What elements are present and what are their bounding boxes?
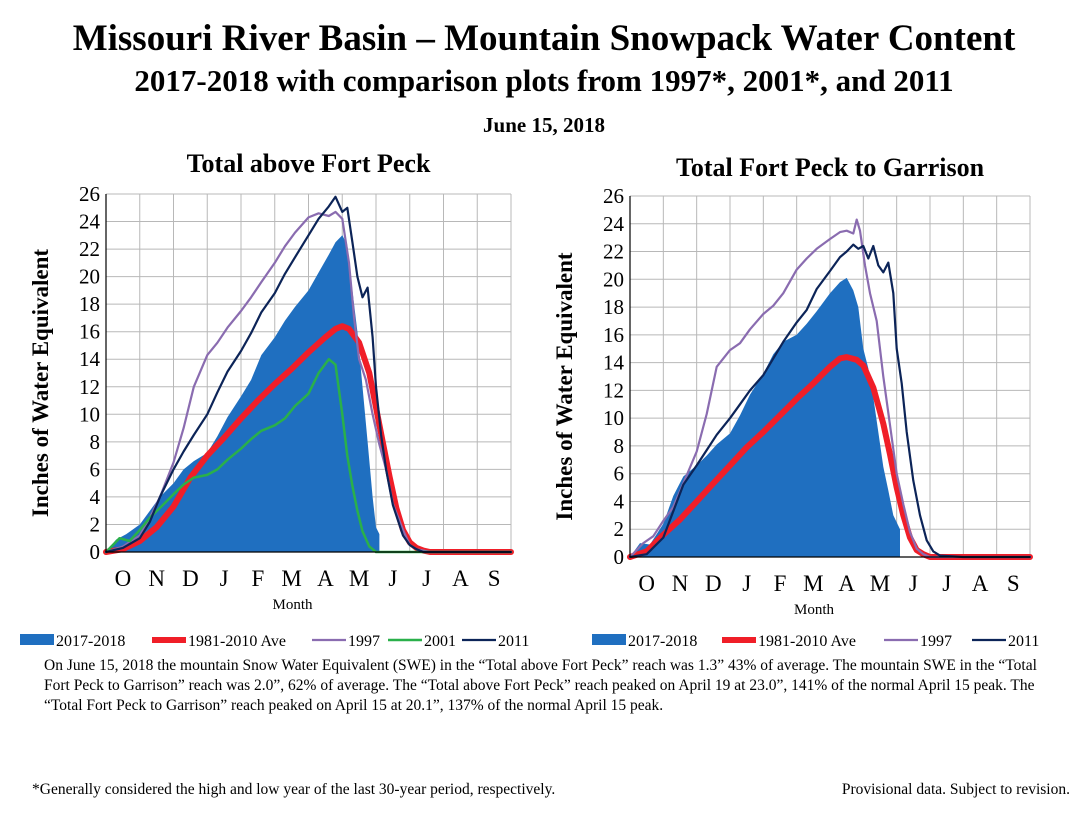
y-tick-label: 22: [79, 237, 100, 261]
y-tick-label: 26: [79, 182, 100, 206]
x-tick-label: J: [422, 566, 431, 591]
y-tick-label: 8: [614, 434, 625, 458]
x-tick-label: M: [349, 566, 369, 591]
y-tick-label: 4: [90, 485, 101, 509]
legend-label: 2011: [1008, 633, 1039, 650]
y-tick-label: 6: [90, 457, 101, 481]
provisional-note: Provisional data. Subject to revision.: [841, 781, 1070, 798]
x-tick-label: J: [742, 571, 751, 596]
y-tick-label: 0: [90, 540, 101, 564]
x-tick-label: D: [182, 566, 199, 591]
y-tick-label: 16: [79, 320, 100, 344]
summary-text: On June 15, 2018 the mountain Snow Water…: [44, 657, 1037, 714]
x-tick-label: M: [281, 566, 301, 591]
x-tick-label: S: [1007, 571, 1020, 596]
main-subtitle: 2017-2018 with comparison plots from 199…: [134, 63, 954, 98]
y-tick-label: 18: [603, 295, 624, 319]
y-tick-label: 10: [603, 406, 624, 430]
chart-title: Total Fort Peck to Garrison: [676, 153, 985, 182]
x-tick-label: A: [972, 571, 989, 596]
x-tick-label: A: [452, 566, 469, 591]
x-tick-label: O: [638, 571, 655, 596]
footnote: *Generally considered the high and low y…: [32, 781, 556, 798]
x-axis-title: Month: [272, 597, 313, 613]
legend-label: 2017-2018: [628, 633, 697, 650]
x-tick-label: S: [488, 566, 501, 591]
legend-label: 1981-2010 Ave: [758, 633, 856, 650]
series-1997-line: [104, 210, 513, 554]
x-tick-label: F: [251, 566, 264, 591]
x-tick-label: N: [148, 566, 165, 591]
y-tick-label: 6: [614, 462, 625, 486]
y-tick-label: 10: [79, 402, 100, 426]
chart-1: Total above Fort Peck0246810121416182022…: [20, 149, 529, 650]
y-tick-label: 22: [603, 240, 624, 264]
x-tick-label: A: [838, 571, 855, 596]
x-tick-label: M: [803, 571, 823, 596]
x-tick-label: J: [388, 566, 397, 591]
legend-label: 2011: [498, 633, 529, 650]
series-2017-2018-area: [106, 235, 380, 553]
x-tick-label: D: [705, 571, 722, 596]
x-tick-label: J: [220, 566, 229, 591]
y-tick-label: 14: [603, 351, 625, 375]
y-tick-label: 20: [79, 265, 100, 289]
legend: 2017-2018 1981-2010 Ave 1997 2001 2011: [20, 633, 529, 650]
legend-label: 1997: [920, 633, 952, 650]
chart-title: Total above Fort Peck: [187, 149, 431, 178]
y-tick-label: 24: [79, 210, 101, 234]
y-tick-label: 4: [614, 489, 625, 513]
x-tick-label: J: [942, 571, 951, 596]
y-tick-label: 12: [79, 375, 100, 399]
y-tick-label: 24: [603, 212, 625, 236]
y-tick-label: 16: [603, 323, 624, 347]
series-2011-line: [628, 243, 1032, 559]
legend-label: 2017-2018: [56, 633, 125, 650]
x-tick-label: F: [774, 571, 787, 596]
x-axis-title: Month: [794, 602, 835, 618]
y-axis-title: Inches of Water Equivalent: [28, 249, 53, 517]
series-2011-line: [104, 195, 513, 554]
legend-label: 1997: [348, 633, 380, 650]
y-axis-title: Inches of Water Equivalent: [552, 252, 577, 520]
report-date: June 15, 2018: [483, 113, 605, 137]
y-tick-label: 18: [79, 292, 100, 316]
chart-2: Total Fort Peck to Garrison0246810121416…: [552, 153, 1039, 650]
y-tick-label: 2: [90, 512, 101, 536]
main-title: Missouri River Basin – Mountain Snowpack…: [72, 18, 1016, 59]
legend-label: 1981-2010 Ave: [188, 633, 286, 650]
x-tick-label: M: [870, 571, 890, 596]
series-2001-line: [104, 357, 513, 554]
x-tick-label: A: [317, 566, 334, 591]
y-tick-label: 12: [603, 378, 624, 402]
legend: 2017-2018 1981-2010 Ave 1997 2011: [592, 633, 1039, 650]
x-tick-label: O: [115, 566, 132, 591]
legend-swatch: [592, 634, 626, 645]
y-tick-label: 14: [79, 347, 101, 371]
y-tick-label: 20: [603, 267, 624, 291]
y-tick-label: 26: [603, 184, 624, 208]
legend-swatch: [20, 634, 54, 645]
y-tick-label: 0: [614, 545, 625, 569]
series-2017-2018-area: [630, 277, 900, 557]
y-tick-label: 8: [90, 430, 101, 454]
x-tick-label: N: [672, 571, 689, 596]
y-tick-label: 2: [614, 517, 625, 541]
x-tick-label: J: [909, 571, 918, 596]
series-1997-line: [628, 218, 1032, 559]
legend-label: 2001: [424, 633, 456, 650]
